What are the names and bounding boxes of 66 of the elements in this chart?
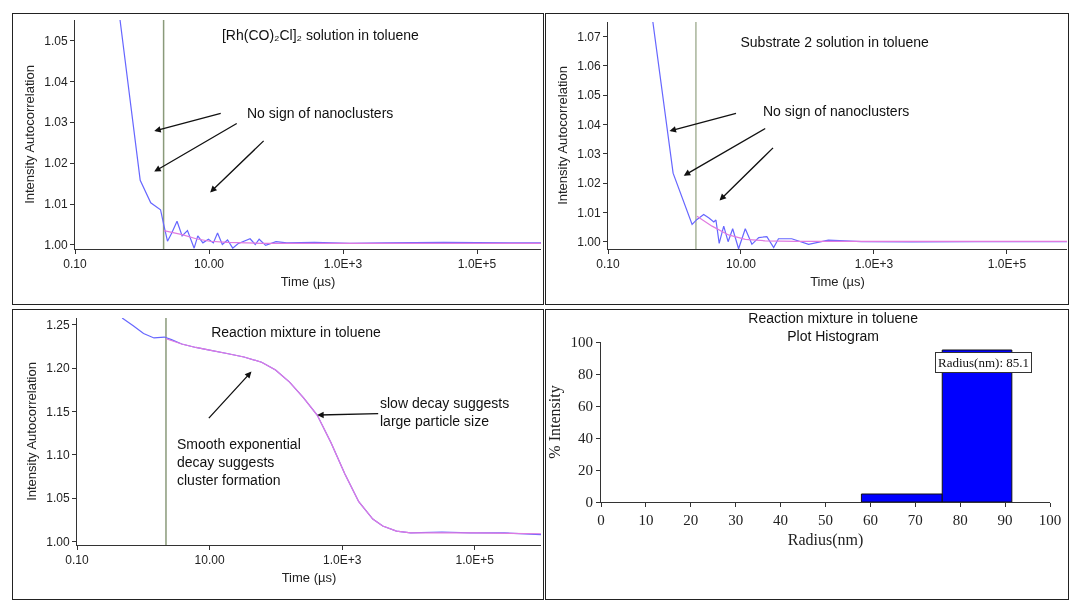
chart-subtitle: Plot Histogram xyxy=(787,328,880,345)
x-tick-label: 10.00 xyxy=(194,553,225,568)
y-tick-label: 1.15 xyxy=(46,404,70,419)
y-tick-label: 100 xyxy=(570,334,593,351)
x-tick-label: 1.0E+3 xyxy=(854,257,894,272)
y-tick-label: 1.03 xyxy=(44,115,68,130)
x-tick-label: 0.10 xyxy=(596,257,620,272)
x-tick-label: 1.0E+5 xyxy=(987,257,1027,272)
y-tick-label: 20 xyxy=(578,462,593,479)
y-axis-title: % Intensity xyxy=(546,385,564,459)
x-tick-label: 10.00 xyxy=(725,257,757,272)
x-tick-label: 0.10 xyxy=(63,257,87,272)
x-tick-label: 1.0E+3 xyxy=(323,257,363,272)
x-tick-label: 90 xyxy=(997,512,1013,528)
y-axis-title: Intensity Autocorrelation xyxy=(24,362,40,501)
x-tick-label: 0.10 xyxy=(65,553,89,568)
y-tick-label: 1.06 xyxy=(577,59,601,74)
x-tick-label: 100 xyxy=(1038,512,1062,528)
y-tick-label: 1.05 xyxy=(577,88,601,103)
y-tick-label: 1.20 xyxy=(46,361,70,376)
y-tick-label: 1.07 xyxy=(577,29,601,44)
y-tick-label: 0 xyxy=(585,494,593,511)
y-tick-label: 1.25 xyxy=(46,318,70,333)
y-tick-label: 80 xyxy=(578,366,593,383)
x-tick-label: 1.0E+5 xyxy=(455,553,495,568)
chart-title: Reaction mixture in toluene xyxy=(748,310,919,327)
x-tick-label: 80 xyxy=(952,512,968,528)
x-tick-label: 70 xyxy=(907,512,923,528)
y-tick-label: 1.04 xyxy=(577,117,601,132)
y-tick-label: 1.00 xyxy=(46,534,70,549)
x-tick-label: 20 xyxy=(683,512,699,528)
annotation: Radius(nm): 85.1 xyxy=(938,355,1029,370)
y-tick-label: 1.05 xyxy=(44,33,68,48)
y-tick-label: 1.01 xyxy=(44,197,68,212)
text: [Rh(CO)₂Cl]₂ solution in toluene xyxy=(221,26,420,43)
x-axis-title: Radius(nm) xyxy=(787,530,864,549)
y-tick-label: 1.00 xyxy=(577,234,601,249)
x-axis-title: Time (µs) xyxy=(281,570,337,585)
x-tick-label: 10.00 xyxy=(194,257,225,272)
text: Substrate 2 solution in toluene xyxy=(740,34,930,50)
y-tick-label: 1.10 xyxy=(46,448,70,463)
x-tick-label: 50 xyxy=(818,512,833,528)
annotation: slow decay suggests large particle size xyxy=(380,395,510,430)
y-tick-label: 1.05 xyxy=(46,491,70,506)
y-tick-label: 40 xyxy=(578,430,593,447)
text: Reaction mixture in toluene xyxy=(211,324,382,341)
y-tick-label: 1.00 xyxy=(44,238,68,253)
y-tick-label: 1.04 xyxy=(44,74,68,89)
annotation: No sign of nanoclusters xyxy=(247,105,394,121)
y-tick-label: 1.02 xyxy=(577,176,601,191)
y-axis-title: Intensity Autocorrelation xyxy=(22,65,38,204)
x-axis-title: Time (µs) xyxy=(280,274,336,289)
x-tick-label: 30 xyxy=(728,512,744,528)
y-tick-label: 60 xyxy=(578,398,593,415)
x-axis-title: Time (µs) xyxy=(810,274,865,289)
x-tick-label: 60 xyxy=(862,512,878,528)
x-tick-label: 1.0E+3 xyxy=(322,553,362,568)
x-tick-label: 1.0E+5 xyxy=(457,257,497,272)
y-tick-label: 1.02 xyxy=(44,156,68,171)
x-tick-label: 40 xyxy=(773,512,789,528)
annotation: Smooth exponential decay suggests cluster formation xyxy=(177,436,301,489)
y-axis-title: Intensity Autocorrelation xyxy=(555,66,571,205)
y-tick-label: 1.01 xyxy=(577,205,601,220)
x-tick-label: 10 xyxy=(638,512,654,528)
annotation: No sign of nanoclusters xyxy=(763,103,910,119)
y-tick-label: 1.03 xyxy=(577,147,601,162)
